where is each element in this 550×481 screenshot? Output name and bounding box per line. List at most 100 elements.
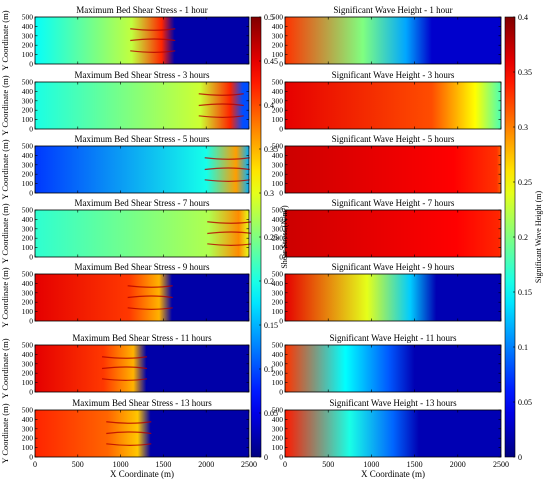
y-tick-label: 100: [22, 307, 34, 316]
y-tick-label: 0: [279, 253, 283, 262]
y-tick-label: 400: [272, 151, 284, 160]
y-tick-label: 200: [272, 369, 284, 378]
y-tick-label: 500: [272, 406, 284, 415]
y-tick-label: 200: [272, 170, 284, 179]
axes-frame: [284, 344, 502, 393]
shear-filament: [101, 378, 148, 381]
panel-title: Maximum Bed Shear Stress - 11 hours: [72, 333, 212, 343]
heatmap-field: [35, 345, 249, 392]
y-tick-label: 100: [272, 115, 284, 124]
panel-left-5h: Maximum Bed Shear Stress - 5 hours 010020…: [22, 134, 250, 198]
axes-frame: [34, 273, 250, 322]
y-tick-label: 200: [22, 234, 34, 243]
colorbar-tick-label: 0.25: [518, 178, 532, 187]
axes-frame: [34, 81, 250, 130]
heatmap-field: [285, 146, 501, 193]
x-tick-label: 2500: [493, 460, 509, 469]
shear-filament: [101, 356, 148, 359]
colorbar-tick-label: 0.5: [264, 13, 274, 22]
colorbar-tick-label: 0: [264, 453, 268, 462]
y-tick-label: 500: [272, 78, 284, 87]
x-tick-label: 1000: [363, 460, 379, 469]
y-tick-label: 100: [272, 243, 284, 252]
y-tick-label: 100: [22, 115, 34, 124]
y-tick-label: 500: [22, 206, 34, 215]
y-tick-label: 100: [272, 307, 284, 316]
x-tick-label: 1500: [155, 460, 171, 469]
heatmap-field: [285, 345, 501, 392]
panel-title: Significant Wave Height - 7 hours: [332, 198, 455, 208]
y-axis-label: Y Coordinate (m): [0, 267, 10, 327]
y-tick-label: 300: [22, 160, 34, 169]
x-tick-label: 0: [33, 460, 37, 469]
shear-filament: [198, 103, 244, 107]
y-tick-label: 100: [272, 50, 284, 59]
y-tick-label: 400: [22, 22, 34, 31]
y-tick-label: 0: [29, 189, 33, 198]
y-tick-label: 100: [22, 378, 34, 387]
x-tick-label: 2000: [450, 460, 466, 469]
y-axis-label: Y Coordinate (m): [0, 203, 10, 263]
panel-title: Significant Wave Height - 11 hours: [329, 333, 456, 343]
axes-frame: [34, 16, 250, 65]
y-axis-labels: Y Coordinate (m) Y Coordinate (m) Y Coordi…: [0, 10, 10, 463]
panel-right-1h: Significant Wave Height - 1 hour 01002003…: [272, 5, 502, 69]
y-axis-label: Y Coordinate (m): [0, 338, 10, 398]
y-tick-label: 0: [29, 317, 33, 326]
y-tick-label: 500: [22, 270, 34, 279]
wave-height-colorbar-label: Significant Wave Height (m): [534, 191, 543, 284]
panel-right-11h: Significant Wave Height - 11 hours 010020…: [272, 333, 502, 397]
y-tick-label: 300: [22, 359, 34, 368]
y-tick-label: 500: [22, 406, 34, 415]
y-tick-label: 0: [279, 388, 283, 397]
shear-stress-colorbar-label: Shear Stress (N/m²): [280, 205, 289, 269]
y-tick-label: 300: [272, 424, 284, 433]
shear-filament: [130, 50, 176, 53]
panel-left-11h: Maximum Bed Shear Stress - 11 hours 01002…: [22, 333, 250, 397]
shear-filament: [198, 93, 244, 96]
axes-frame: [284, 16, 502, 65]
y-tick-label: 500: [22, 341, 34, 350]
y-tick-label: 0: [29, 60, 33, 69]
x-tick-label: 500: [72, 460, 84, 469]
y-tick-label: 200: [22, 41, 34, 50]
heatmap-field: [35, 82, 249, 129]
panel-right-7h: Significant Wave Height - 7 hours 0100200…: [272, 198, 502, 262]
y-tick-label: 200: [22, 170, 34, 179]
panel-title: Significant Wave Height - 9 hours: [332, 262, 455, 272]
shear-filament: [106, 431, 152, 435]
y-tick-label: 500: [272, 13, 284, 22]
y-tick-label: 300: [22, 31, 34, 40]
x-tick-label: 0: [283, 460, 287, 469]
shear-filament: [204, 157, 250, 160]
y-tick-label: 500: [22, 78, 34, 87]
shear-filament: [106, 443, 152, 446]
y-tick-label: 200: [22, 106, 34, 115]
y-tick-label: 400: [22, 87, 34, 96]
y-tick-label: 500: [272, 206, 284, 215]
colorbar-tick-label: 0.4: [518, 13, 528, 22]
y-tick-label: 100: [22, 243, 34, 252]
y-tick-label: 100: [22, 443, 34, 452]
panel-title: Maximum Bed Shear Stress - 3 hours: [75, 70, 210, 80]
colorbar-tick-label: 0.4: [264, 101, 274, 110]
y-axis-label: Y Coordinate (m): [0, 139, 10, 199]
axes-frame: [34, 409, 250, 458]
y-tick-label: 400: [22, 279, 34, 288]
y-tick-label: 200: [22, 298, 34, 307]
y-tick-label: 300: [22, 224, 34, 233]
y-tick-label: 500: [22, 13, 34, 22]
y-tick-label: 400: [272, 279, 284, 288]
panel-title: Significant Wave Height - 3 hours: [332, 70, 455, 80]
y-tick-label: 400: [22, 215, 34, 224]
x-tick-label: 2500: [241, 460, 257, 469]
panel-left-1h: Maximum Bed Shear Stress - 1 hour 0100200…: [22, 5, 250, 69]
y-tick-label: 300: [272, 96, 284, 105]
y-tick-label: 400: [272, 350, 284, 359]
y-tick-label: 0: [279, 60, 283, 69]
panel-title: Significant Wave Height - 5 hours: [332, 134, 455, 144]
colorbar-tick-label: 0.15: [518, 288, 532, 297]
right-x-axis-label: X Coordinate (m): [361, 469, 425, 479]
shear-filament: [106, 421, 152, 424]
